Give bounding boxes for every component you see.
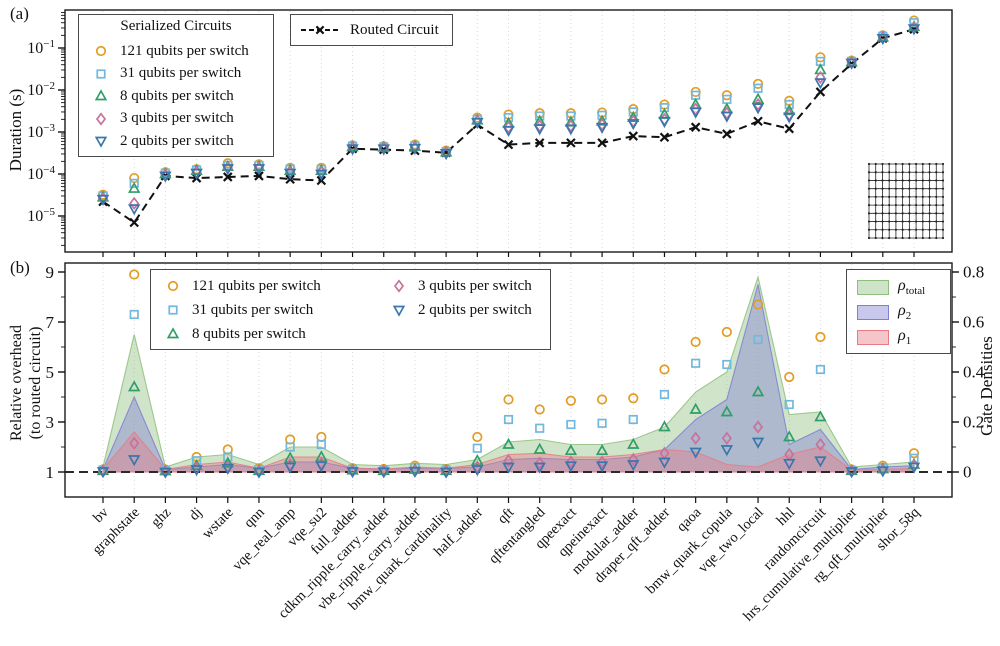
legend-label: 31 qubits per switch [120, 65, 242, 82]
square-marker-icon [96, 69, 106, 79]
legend-label: 121 qubits per switch [192, 277, 321, 294]
legend-routed-circuit: Routed Circuit [290, 14, 453, 46]
legend-serialized-title: Serialized Circuits [120, 18, 232, 34]
circle-marker-icon [95, 46, 107, 57]
svg-text:0: 0 [963, 463, 972, 482]
green-area-swatch [857, 280, 889, 295]
triangle-down-marker-icon [392, 305, 406, 317]
legend-row-8: 8 qubits per switch [79, 85, 273, 108]
circle-marker-icon [167, 280, 179, 292]
legend-row-31: 31 qubits per switch [151, 298, 377, 322]
legend-label: 121 qubits per switch [120, 42, 249, 59]
triangle-down-marker-icon [94, 136, 108, 148]
svg-text:0.6: 0.6 [963, 313, 984, 332]
legend-row-8: 8 qubits per switch [151, 322, 377, 346]
gate-densities-axis-label: Gate Densities [977, 336, 996, 436]
legend-row-121: 121 qubits per switch [79, 40, 273, 63]
gate-densities-ticks: 0.8 0.6 0.4 0.2 0 [102, 263, 985, 503]
triangle-up-marker-icon [166, 327, 180, 339]
square-marker-icon [168, 305, 178, 315]
legend-panel-b-series: 121 qubits per switch 31 qubits per swit… [150, 269, 551, 350]
legend-label: 31 qubits per switch [192, 301, 314, 318]
category-label: ghz [148, 504, 175, 531]
legend-label: 2 qubits per switch [120, 132, 234, 149]
triangle-up-marker-icon [94, 89, 108, 101]
legend-row-31: 31 qubits per switch [79, 63, 273, 86]
blue-area-swatch [857, 305, 889, 320]
category-label: hhl [774, 505, 798, 529]
legend-serialized-circuits: Serialized Circuits 121 qubits per switc… [78, 14, 274, 157]
svg-text:0.8: 0.8 [963, 263, 984, 282]
panel-a-tag: (a) [10, 4, 29, 23]
panel-b-y-axis-label: Relative overhead (to routed circuit) [7, 297, 45, 469]
panel-b-gridlines [102, 264, 915, 496]
panel-a-series-2 [96, 24, 921, 216]
legend-row-2: 2 qubits per switch [377, 298, 532, 322]
legend-label: 8 qubits per switch [192, 325, 306, 342]
legend-gate-densities: ρtotal ρ2 ρ1 [846, 269, 951, 354]
legend-row-3: 3 qubits per switch [79, 108, 273, 131]
panel-b-y-axis-label-line1: Relative overhead [8, 325, 25, 441]
legend-label: 3 qubits per switch [418, 277, 532, 294]
legend-label: 3 qubits per switch [120, 110, 234, 127]
svg-text:10−3: 10−3 [27, 122, 55, 141]
legend-column-2: 3 qubits per switch 2 qubits per switch [377, 274, 532, 349]
diamond-marker-icon [95, 112, 107, 126]
legend-row-121: 121 qubits per switch [151, 274, 377, 298]
svg-text:10−2: 10−2 [27, 80, 55, 99]
svg-text:0.4: 0.4 [963, 363, 985, 382]
svg-text:0.2: 0.2 [963, 413, 984, 432]
category-label: bv [90, 504, 112, 526]
legend-row-2: 2 qubits per switch [79, 130, 273, 153]
panel-b-y-ticks: 9 7 5 3 1 [46, 263, 65, 482]
svg-text:9: 9 [46, 263, 55, 282]
legend-row-rho-total: ρtotal [847, 275, 950, 300]
grid-topology-inset [867, 162, 945, 240]
category-label: dj [186, 505, 205, 524]
rho-total-label: ρtotal [898, 277, 926, 298]
svg-text:1: 1 [46, 463, 55, 482]
dashed-x-line-icon [301, 25, 339, 35]
rho-2-label: ρ2 [898, 302, 912, 323]
legend-row-rho-1: ρ1 [847, 325, 950, 350]
legend-routed-label: Routed Circuit [350, 21, 439, 38]
red-area-swatch [857, 330, 889, 345]
svg-text:5: 5 [46, 363, 55, 382]
legend-column-1: 121 qubits per switch 31 qubits per swit… [151, 274, 377, 349]
legend-row-rho-2: ρ2 [847, 300, 950, 325]
category-label: wstate [199, 505, 237, 543]
panel-a-y-axis-label: Duration (s) [6, 88, 25, 172]
legend-row-3: 3 qubits per switch [377, 274, 532, 298]
panel-b-tag: (b) [10, 258, 30, 277]
svg-text:7: 7 [46, 313, 55, 332]
density-area-1 [102, 431, 915, 473]
svg-text:10−4: 10−4 [27, 164, 55, 183]
diamond-marker-icon [393, 279, 405, 293]
legend-label: 2 qubits per switch [418, 301, 532, 318]
rho-1-label: ρ1 [898, 327, 912, 348]
legend-label: 8 qubits per switch [120, 87, 234, 104]
svg-text:3: 3 [46, 413, 55, 432]
category-label: qft [495, 505, 518, 528]
svg-text:10−1: 10−1 [27, 38, 55, 57]
panel-b-y-axis-label-line2: (to routed circuit) [27, 326, 44, 440]
panel-b-series-2 [96, 437, 921, 479]
svg-text:10−5: 10−5 [27, 206, 55, 225]
